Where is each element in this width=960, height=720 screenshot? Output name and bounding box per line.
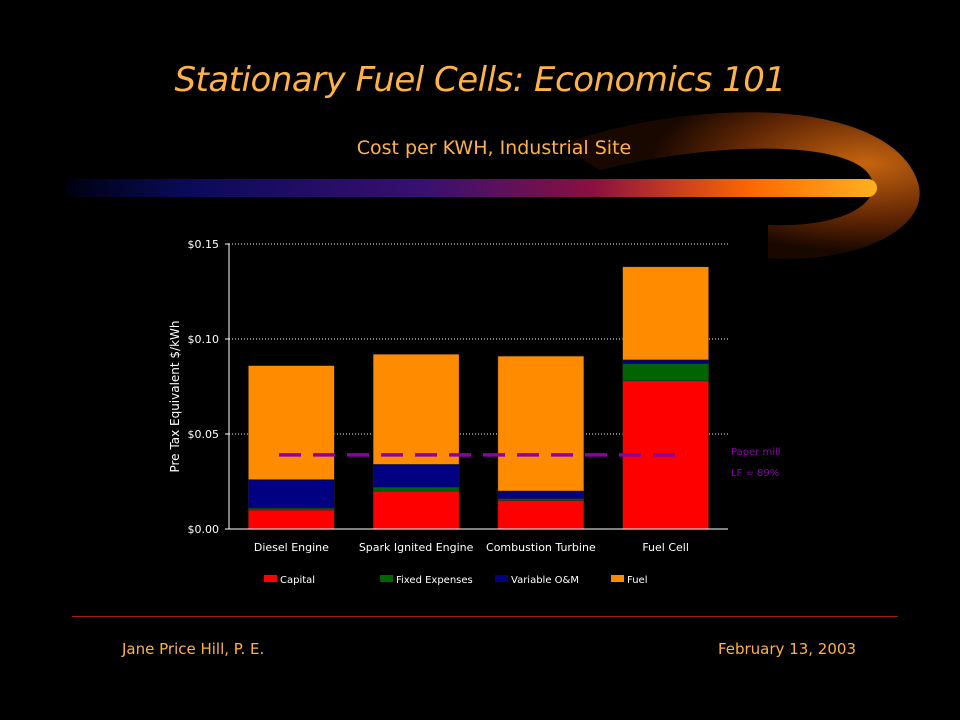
bar-segment-fuel (372, 353, 460, 465)
bar-segment-variable-o-m (622, 359, 709, 364)
bar-segment-fuel (248, 365, 335, 480)
x-tick-label: Spark Ignited Engine (359, 541, 474, 554)
bar-segment-fixed-expenses (497, 498, 585, 501)
y-tick-label: $0.05 (188, 428, 220, 441)
bars-layer (248, 266, 709, 530)
slide-subtitle: Cost per KWH, Industrial Site (356, 137, 632, 159)
bar-segment-fixed-expenses (622, 363, 709, 382)
reference-layer: Paper mill LF = 89% (279, 447, 781, 479)
legend-label: Fixed Expenses (396, 575, 473, 586)
footer-divider (72, 616, 898, 617)
footer-date: February 13, 2003 (717, 640, 856, 658)
legend-label: Variable O&M (511, 575, 579, 586)
bar-segment-fixed-expenses (372, 486, 460, 492)
y-axis-label: Pre Tax Equivalent $/kWh (168, 320, 182, 472)
legend-layer: Capital Fixed Expenses Variable O&M Fuel (264, 575, 647, 586)
bar-segment-capital (372, 490, 460, 530)
footer-author: Jane Price Hill, P. E. (122, 640, 265, 658)
bar-segment-variable-o-m (248, 479, 335, 509)
swoosh-shape (560, 112, 920, 259)
bar-segment-variable-o-m (497, 490, 585, 499)
bar-segment-capital (497, 500, 585, 530)
x-tick-label: Combustion Turbine (486, 541, 596, 554)
bar-segment-variable-o-m (372, 464, 460, 488)
bar-segment-fuel (497, 355, 585, 492)
legend-label: Capital (280, 575, 315, 586)
legend-swatch (611, 575, 624, 582)
slide-title: Stationary Fuel Cells: Economics 101 (174, 60, 786, 100)
legend-swatch (380, 575, 393, 582)
grid-layer (229, 243, 728, 435)
legend-swatch (495, 575, 508, 582)
legend-label: Fuel (627, 575, 647, 586)
axis-layer: $0.00 $0.05 $0.10 $0.15 Pre Tax Equivalent $… (168, 238, 728, 554)
swoosh-bar (65, 179, 877, 197)
bar-segment-fixed-expenses (248, 507, 335, 511)
bar-segment-fuel (622, 266, 709, 361)
legend-swatch (264, 575, 277, 582)
x-tick-label: Diesel Engine (254, 541, 329, 554)
y-tick-label: $0.10 (188, 333, 220, 346)
reference-label: LF = 89% (731, 468, 779, 479)
y-tick-label: $0.15 (188, 238, 220, 251)
reference-label: Paper mill (731, 447, 781, 458)
y-tick-label: $0.00 (188, 523, 220, 536)
bar-segment-capital (248, 509, 335, 530)
x-tick-label: Fuel Cell (642, 541, 689, 554)
